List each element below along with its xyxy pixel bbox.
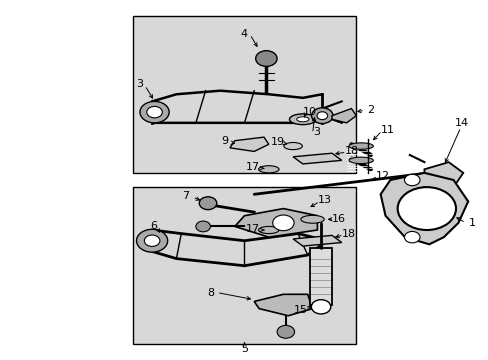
- Text: 6: 6: [150, 221, 157, 231]
- Bar: [132, 187, 356, 344]
- Ellipse shape: [348, 143, 372, 149]
- Circle shape: [277, 325, 294, 338]
- Polygon shape: [254, 294, 312, 316]
- Ellipse shape: [300, 215, 324, 223]
- Circle shape: [140, 102, 169, 123]
- Polygon shape: [229, 137, 268, 152]
- Text: 4: 4: [241, 28, 247, 39]
- Polygon shape: [380, 173, 467, 244]
- Ellipse shape: [348, 157, 372, 163]
- Ellipse shape: [296, 117, 308, 122]
- Circle shape: [311, 108, 332, 123]
- Text: 18: 18: [341, 229, 355, 239]
- Circle shape: [255, 51, 277, 66]
- Text: 10: 10: [303, 107, 317, 117]
- Text: 16: 16: [332, 213, 346, 224]
- Circle shape: [272, 215, 293, 231]
- Ellipse shape: [284, 143, 302, 150]
- Text: 3: 3: [312, 127, 319, 137]
- Text: 8: 8: [206, 288, 214, 297]
- Circle shape: [199, 197, 216, 210]
- Circle shape: [311, 300, 330, 314]
- Ellipse shape: [258, 166, 279, 173]
- Text: 19: 19: [270, 137, 284, 147]
- Text: 17: 17: [245, 224, 260, 234]
- Text: 18: 18: [344, 146, 358, 156]
- Circle shape: [146, 107, 162, 118]
- Polygon shape: [331, 109, 356, 123]
- Text: 14: 14: [454, 118, 468, 128]
- Circle shape: [404, 231, 419, 243]
- Text: 3: 3: [136, 78, 143, 89]
- Circle shape: [404, 174, 419, 186]
- Text: 2: 2: [366, 105, 374, 115]
- Polygon shape: [292, 235, 341, 246]
- Text: 17: 17: [245, 162, 260, 172]
- Circle shape: [196, 221, 210, 232]
- Text: 1: 1: [468, 218, 474, 228]
- Polygon shape: [424, 162, 462, 191]
- Bar: [309, 248, 331, 305]
- Text: 15: 15: [293, 305, 307, 315]
- Circle shape: [397, 187, 455, 230]
- Circle shape: [144, 235, 160, 247]
- Text: 5: 5: [241, 344, 247, 354]
- Text: 9: 9: [221, 136, 228, 147]
- Polygon shape: [234, 208, 317, 237]
- Ellipse shape: [289, 114, 316, 125]
- Ellipse shape: [258, 226, 279, 234]
- Polygon shape: [292, 153, 341, 164]
- Circle shape: [316, 112, 327, 120]
- Text: 11: 11: [380, 125, 394, 135]
- Circle shape: [136, 229, 167, 252]
- Text: 7: 7: [182, 191, 189, 201]
- Text: 12: 12: [375, 171, 389, 181]
- Bar: [132, 16, 356, 173]
- Text: 13: 13: [317, 195, 331, 204]
